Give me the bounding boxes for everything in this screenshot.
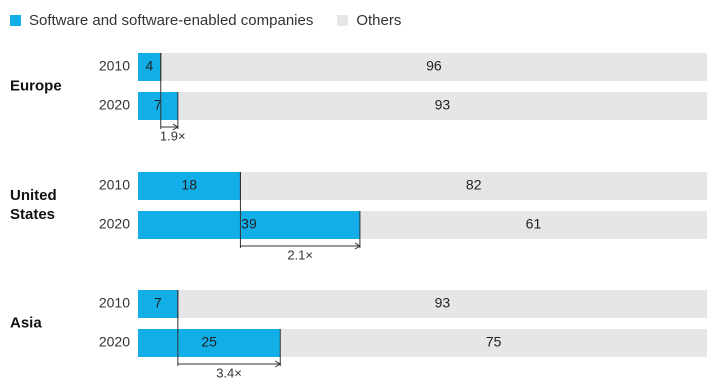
legend-item-software: Software and software-enabled companies bbox=[10, 12, 313, 29]
legend-label-others: Others bbox=[356, 12, 402, 29]
year-label-2-2010: 2010 bbox=[99, 295, 130, 311]
legend-label-software: Software and software-enabled companies bbox=[29, 12, 314, 29]
bar-software-2-2010 bbox=[138, 290, 178, 318]
value-others-1-2020: 61 bbox=[526, 216, 542, 232]
value-others-0-2020: 93 bbox=[435, 97, 451, 113]
bar-software-0-2020 bbox=[138, 92, 178, 120]
year-label-0-2020: 2020 bbox=[99, 97, 130, 113]
bar-others-0-2020 bbox=[177, 92, 707, 120]
bar-others-0-2010 bbox=[160, 53, 707, 81]
bar-software-1-2020 bbox=[138, 211, 360, 239]
region-label-0-0: Europe bbox=[10, 77, 62, 94]
region-label-1-1: States bbox=[10, 206, 55, 223]
growth-arrow-0 bbox=[172, 123, 179, 131]
region-label-2-0: Asia bbox=[10, 314, 42, 331]
bar-others-2-2010 bbox=[177, 290, 707, 318]
year-label-1-2020: 2020 bbox=[99, 216, 130, 232]
value-others-0-2010: 96 bbox=[426, 58, 442, 74]
bar-others-1-2010 bbox=[240, 172, 707, 200]
year-label-1-2010: 2010 bbox=[99, 177, 130, 193]
value-software-1-2020: 39 bbox=[241, 216, 257, 232]
value-others-1-2010: 82 bbox=[466, 177, 482, 193]
value-others-2-2020: 75 bbox=[486, 334, 502, 350]
value-software-1-2010: 18 bbox=[181, 177, 197, 193]
legend-item-others: Others bbox=[337, 12, 401, 29]
legend-swatch-software bbox=[10, 15, 21, 26]
value-others-2-2010: 93 bbox=[435, 295, 451, 311]
growth-ratio-0: 1.9× bbox=[160, 128, 186, 143]
region-label-1-0: United bbox=[10, 187, 57, 204]
chart-legend: Software and software-enabled companies … bbox=[10, 12, 425, 29]
bar-software-1-2010 bbox=[138, 172, 241, 200]
value-software-2-2020: 25 bbox=[201, 334, 217, 350]
value-software-0-2020: 7 bbox=[154, 97, 162, 113]
growth-ratio-2: 3.4× bbox=[216, 365, 242, 378]
growth-arrow-2 bbox=[274, 360, 282, 368]
value-software-0-2010: 4 bbox=[145, 58, 153, 74]
bar-others-1-2020 bbox=[359, 211, 707, 239]
legend-swatch-others bbox=[337, 15, 349, 26]
bar-software-0-2010 bbox=[138, 53, 161, 81]
year-label-0-2010: 2010 bbox=[99, 58, 130, 74]
value-software-2-2010: 7 bbox=[154, 295, 162, 311]
bar-software-2-2020 bbox=[138, 329, 281, 357]
growth-ratio-1: 2.1× bbox=[287, 247, 313, 262]
bar-others-2-2020 bbox=[280, 329, 707, 357]
growth-arrow-1 bbox=[354, 242, 361, 250]
year-label-2-2020: 2020 bbox=[99, 334, 130, 350]
